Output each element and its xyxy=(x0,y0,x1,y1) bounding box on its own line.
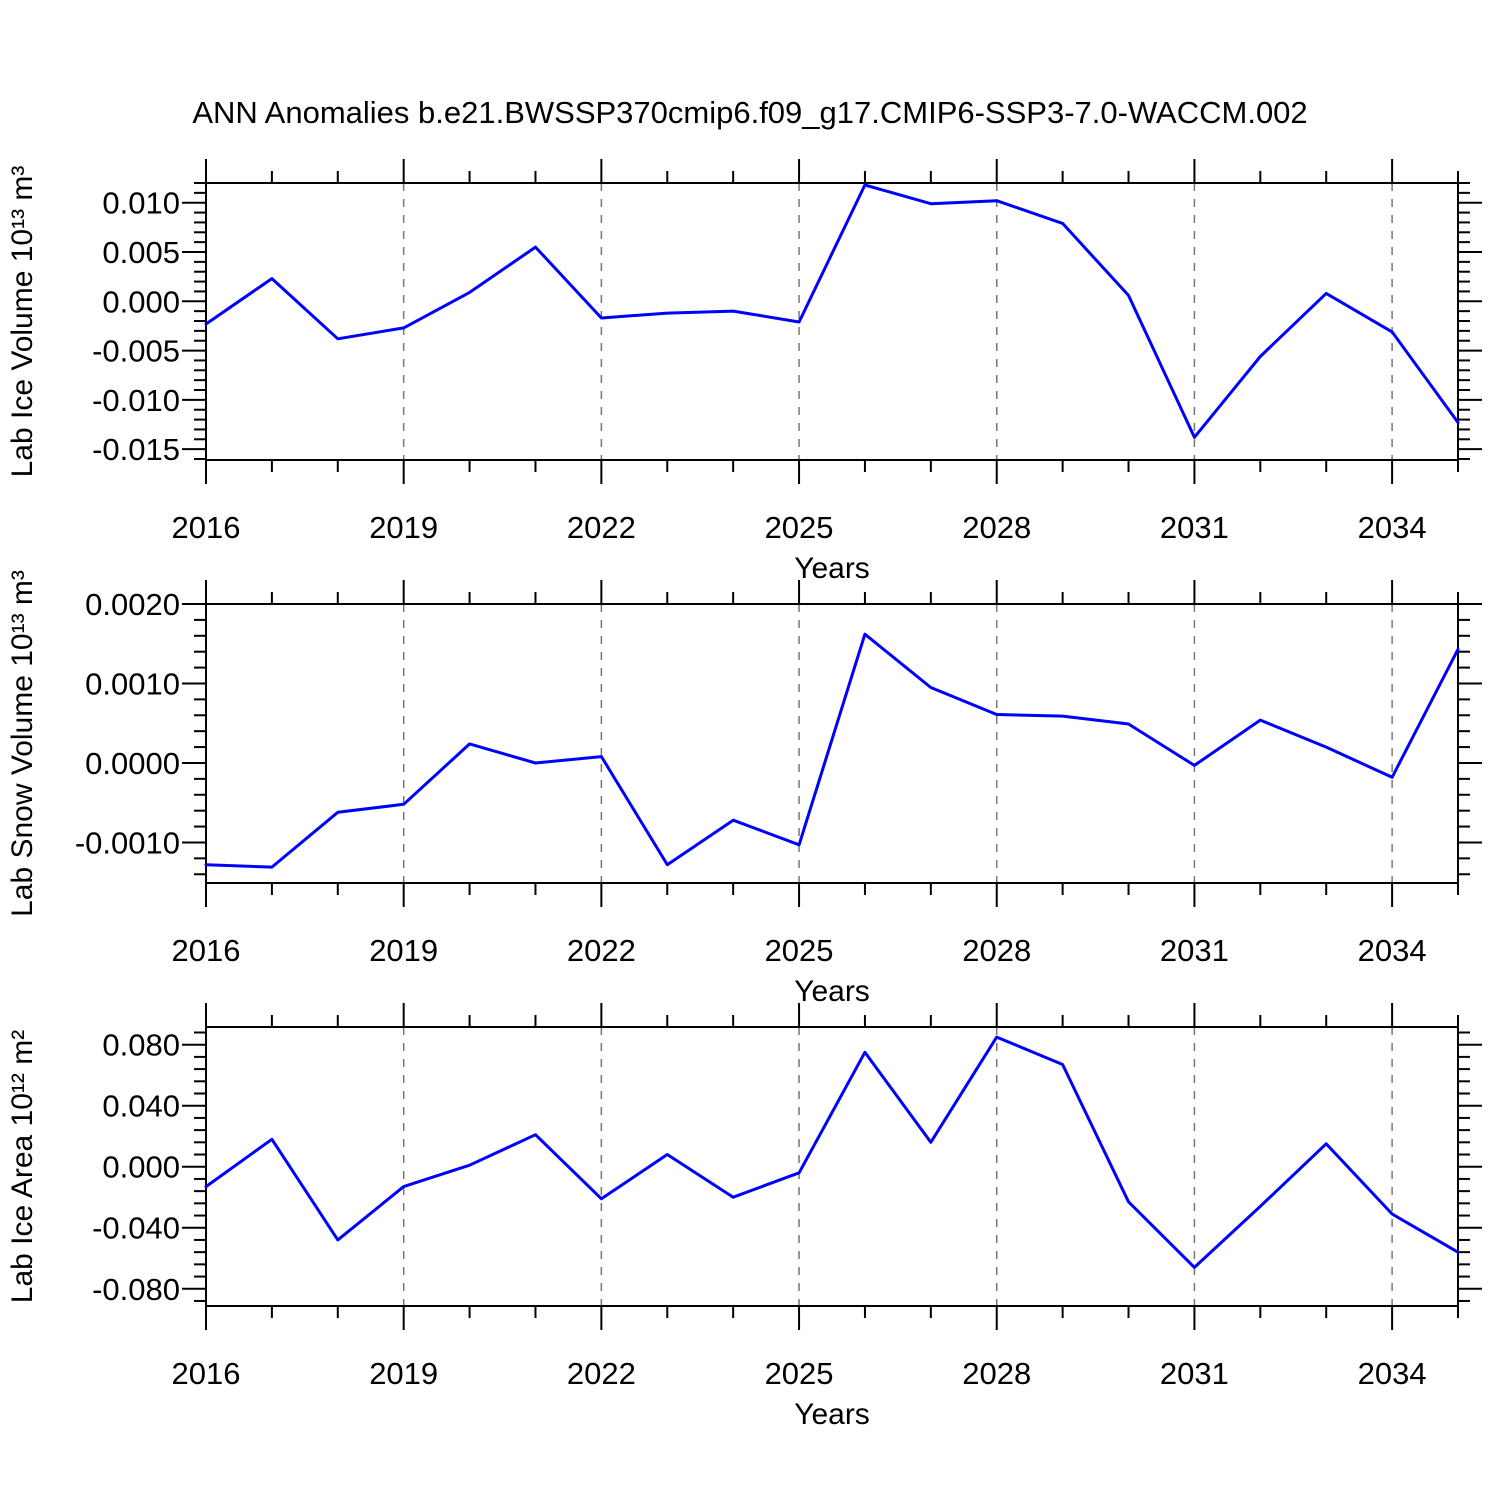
y-tick-label: -0.040 xyxy=(92,1211,180,1246)
y-tick-label: 0.0020 xyxy=(85,587,180,622)
y-tick-label: -0.080 xyxy=(92,1272,180,1307)
x-tick-label: 2028 xyxy=(962,933,1031,968)
plot-border xyxy=(205,182,1459,461)
data-line-panel-2 xyxy=(204,632,1460,869)
y-tick-label: 0.0010 xyxy=(85,666,180,701)
y-tick-label: 0.040 xyxy=(102,1089,180,1124)
y-tick-label: 0.000 xyxy=(102,284,180,319)
y-tick-label: 0.0000 xyxy=(85,746,180,781)
x-tick-label: 2019 xyxy=(369,1356,438,1391)
y-tick-label: 0.080 xyxy=(102,1028,180,1063)
x-tick-label: 2016 xyxy=(172,1356,241,1391)
y-axis-title: Lab Ice Volume 10¹³ m³ xyxy=(6,166,39,478)
y-tick-label: 0.010 xyxy=(102,186,180,221)
x-tick-label: 2025 xyxy=(765,510,834,545)
plot-border xyxy=(205,603,1459,884)
y-tick-label: 0.000 xyxy=(102,1150,180,1185)
data-line-panel-1 xyxy=(204,183,1460,439)
y-tick-label: -0.005 xyxy=(92,334,180,369)
x-tick-label: 2019 xyxy=(369,510,438,545)
x-tick-label: 2025 xyxy=(765,1356,834,1391)
x-tick-label: 2031 xyxy=(1160,933,1229,968)
x-axis-title: Years xyxy=(794,552,870,585)
y-tick-label: -0.015 xyxy=(92,432,180,467)
x-tick-label: 2031 xyxy=(1160,510,1229,545)
y-axis-title: Lab Ice Area 10¹² m² xyxy=(6,1030,39,1303)
x-tick-label: 2028 xyxy=(962,510,1031,545)
y-tick-label: 0.005 xyxy=(102,235,180,270)
y-tick-label: -0.0010 xyxy=(75,825,180,860)
plot-border xyxy=(205,1026,1459,1307)
x-tick-label: 2028 xyxy=(962,1356,1031,1391)
chart-title: ANN Anomalies b.e21.BWSSP370cmip6.f09_g1… xyxy=(192,95,1308,130)
y-tick-label: -0.010 xyxy=(92,383,180,418)
x-tick-label: 2034 xyxy=(1358,510,1427,545)
x-tick-label: 2016 xyxy=(172,510,241,545)
y-axis-title: Lab Snow Volume 10¹³ m³ xyxy=(6,570,39,917)
x-tick-label: 2022 xyxy=(567,933,636,968)
x-tick-label: 2022 xyxy=(567,1356,636,1391)
x-tick-label: 2016 xyxy=(172,933,241,968)
x-axis-title: Years xyxy=(794,1398,870,1431)
x-tick-label: 2022 xyxy=(567,510,636,545)
x-tick-label: 2019 xyxy=(369,933,438,968)
x-axis-title: Years xyxy=(794,975,870,1008)
x-tick-label: 2025 xyxy=(765,933,834,968)
data-line-panel-3 xyxy=(204,1035,1460,1269)
x-tick-label: 2034 xyxy=(1358,933,1427,968)
x-tick-label: 2034 xyxy=(1358,1356,1427,1391)
x-tick-label: 2031 xyxy=(1160,1356,1229,1391)
